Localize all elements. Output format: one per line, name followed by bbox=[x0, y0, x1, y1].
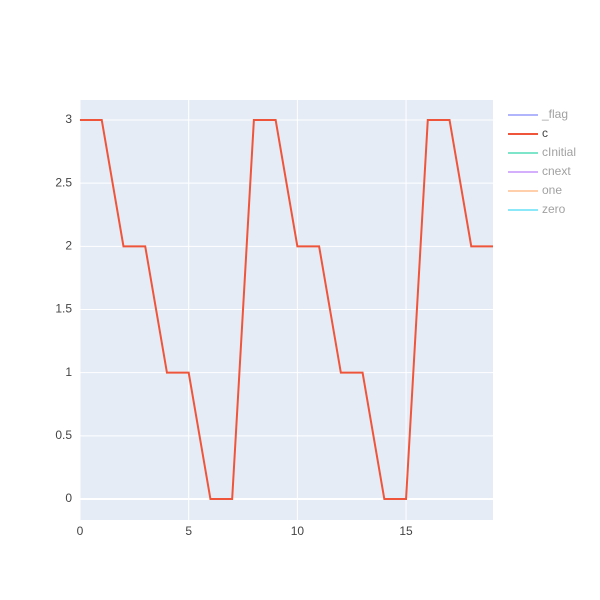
legend-label[interactable]: cnext bbox=[542, 164, 571, 178]
x-tick-label: 5 bbox=[185, 524, 192, 538]
legend-label[interactable]: zero bbox=[542, 202, 566, 216]
y-tick-label: 1 bbox=[65, 365, 72, 379]
legend-label[interactable]: _flag bbox=[541, 107, 568, 121]
plot-area bbox=[80, 100, 493, 520]
y-tick-label: 3 bbox=[65, 112, 72, 126]
y-tick-label: 2 bbox=[65, 238, 72, 252]
y-tick-label: 2.5 bbox=[55, 175, 72, 189]
legend-label[interactable]: one bbox=[542, 183, 562, 197]
x-tick-label: 0 bbox=[77, 524, 84, 538]
legend-label[interactable]: c bbox=[542, 126, 548, 140]
x-tick-label: 15 bbox=[399, 524, 413, 538]
y-tick-label: 1.5 bbox=[55, 302, 72, 316]
legend-label[interactable]: cInitial bbox=[542, 145, 576, 159]
y-tick-label: 0 bbox=[65, 491, 72, 505]
line bbox=[80, 118, 493, 501]
y-tick-label: 0.5 bbox=[55, 428, 72, 442]
x-tick-label: 10 bbox=[291, 524, 305, 538]
